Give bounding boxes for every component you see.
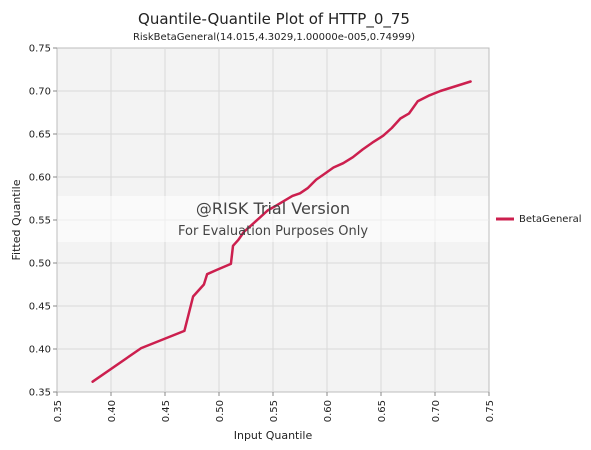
x-tick-label: 0.35 xyxy=(53,400,64,422)
x-tick-label: 0.60 xyxy=(323,400,334,422)
x-axis-label: Input Quantile xyxy=(234,429,313,442)
watermark-title: @RISK Trial Version xyxy=(196,199,350,218)
y-tick-label: 0.45 xyxy=(29,302,51,313)
y-tick-label: 0.60 xyxy=(29,173,51,184)
x-tick-label: 0.40 xyxy=(107,400,118,422)
y-tick-label: 0.35 xyxy=(29,388,51,399)
legend-label-betageneral: BetaGeneral xyxy=(519,214,581,225)
y-tick-label: 0.55 xyxy=(29,216,51,227)
y-tick-label: 0.75 xyxy=(29,44,51,55)
x-tick-label: 0.75 xyxy=(485,400,496,422)
x-tick-label: 0.50 xyxy=(215,400,226,422)
y-tick-label: 0.40 xyxy=(29,345,51,356)
x-tick-label: 0.45 xyxy=(161,400,172,422)
y-tick-label: 0.70 xyxy=(29,87,51,98)
chart-title: Quantile-Quantile Plot of HTTP_0_75 xyxy=(138,10,410,29)
chart-subtitle: RiskBetaGeneral(14.015,4.3029,1.00000e-0… xyxy=(133,32,415,43)
legend: BetaGeneral xyxy=(496,214,581,225)
x-tick-label: 0.65 xyxy=(377,400,388,422)
y-axis-label: Fitted Quantile xyxy=(10,179,23,260)
x-tick-label: 0.55 xyxy=(269,400,280,422)
x-tick-label: 0.70 xyxy=(431,400,442,422)
y-tick-label: 0.65 xyxy=(29,130,51,141)
watermark-subtitle: For Evaluation Purposes Only xyxy=(178,224,368,239)
y-tick-label: 0.50 xyxy=(29,259,51,270)
